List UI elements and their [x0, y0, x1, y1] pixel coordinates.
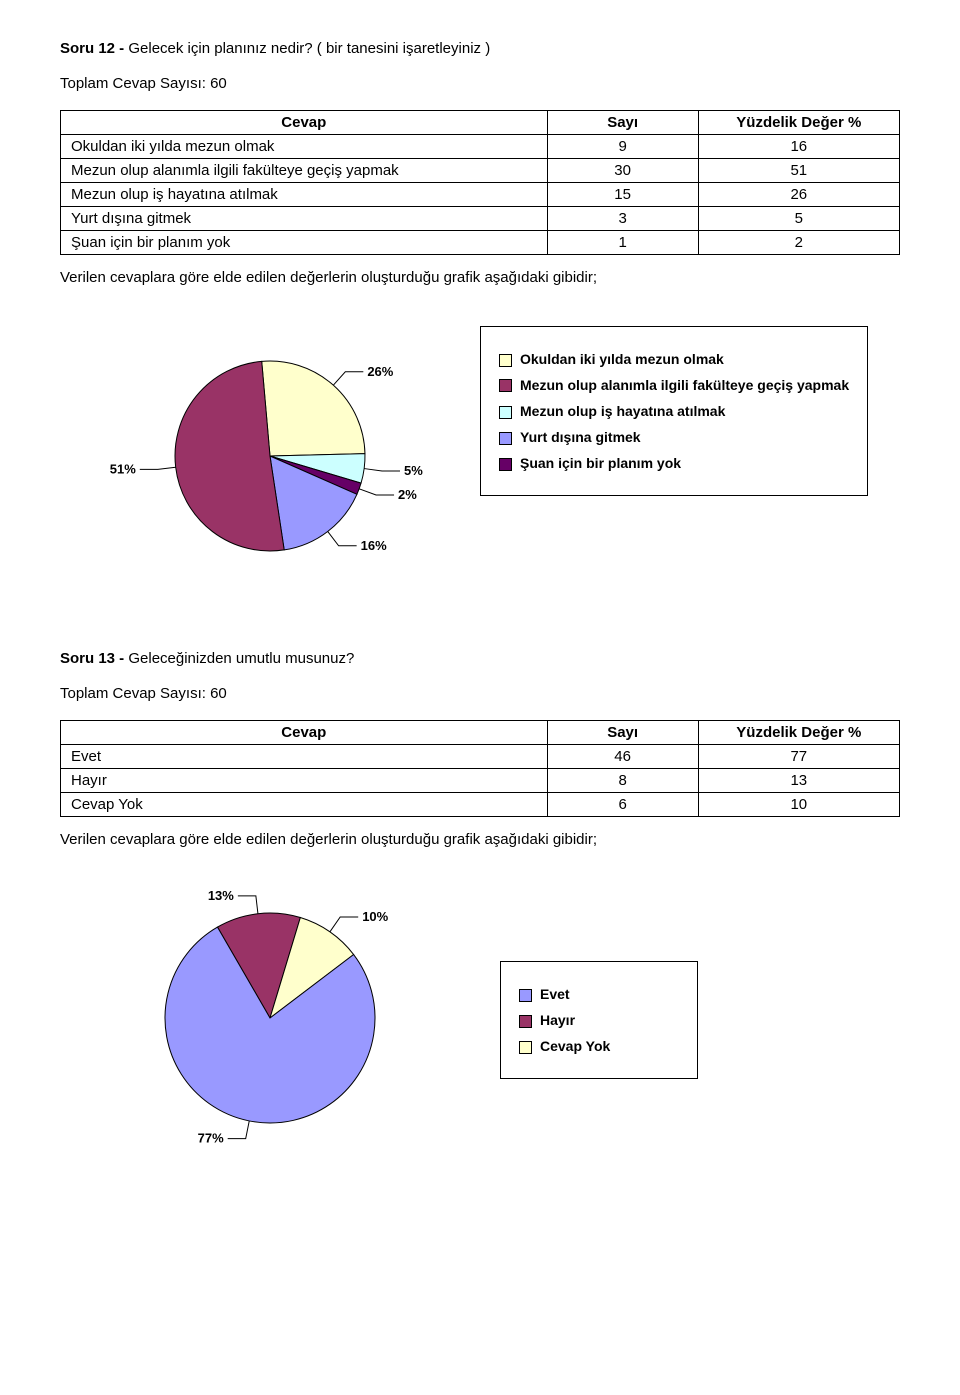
legend-text: Şuan için bir planım yok [520, 455, 681, 471]
cell-pct: 13 [698, 769, 899, 793]
table-row: Mezun olup iş hayatına atılmak1526 [61, 183, 900, 207]
table-row: Cevap Yok610 [61, 793, 900, 817]
legend-text: Okuldan iki yılda mezun olmak [520, 351, 724, 367]
cell-label: Okuldan iki yılda mezun olmak [61, 135, 548, 159]
table-row: Şuan için bir planım yok12 [61, 231, 900, 255]
cell-pct: 2 [698, 231, 899, 255]
swatch-icon [499, 458, 512, 471]
cell-label: Mezun olup iş hayatına atılmak [61, 183, 548, 207]
q12-th-yuzde: Yüzdelik Değer % [698, 111, 899, 135]
swatch-icon [499, 379, 512, 392]
cell-count: 46 [547, 745, 698, 769]
q13-pie-svg: 13% 10% 77% [100, 888, 460, 1148]
cell-count: 9 [547, 135, 698, 159]
cell-count: 1 [547, 231, 698, 255]
q13-table: Cevap Sayı Yüzdelik Değer % Evet4677 Hay… [60, 720, 900, 817]
table-row: Yurt dışına gitmek35 [61, 207, 900, 231]
legend-item: Şuan için bir planım yok [499, 455, 849, 471]
legend-item: Hayır [519, 1012, 679, 1028]
cell-count: 3 [547, 207, 698, 231]
cell-pct: 10 [698, 793, 899, 817]
q13-legend: Evet Hayır Cevap Yok [500, 961, 698, 1079]
q12-pie: 26% 5% 2% 16% 51% [100, 326, 440, 590]
swatch-icon [519, 1015, 532, 1028]
q12-total: Toplam Cevap Sayısı: 60 [60, 75, 900, 92]
svg-text:5%: 5% [404, 463, 423, 478]
q13-title-text: Geleceğinizden umutlu musunuz? [128, 650, 354, 667]
cell-label: Mezun olup alanımla ilgili fakülteye geç… [61, 159, 548, 183]
cell-label: Evet [61, 745, 548, 769]
q12-pie-svg: 26% 5% 2% 16% 51% [100, 326, 440, 586]
swatch-icon [499, 432, 512, 445]
svg-text:13%: 13% [208, 888, 234, 903]
legend-text: Evet [540, 986, 570, 1002]
svg-text:26%: 26% [367, 364, 393, 379]
legend-item: Evet [519, 986, 679, 1002]
q12-title-prefix: Soru 12 - [60, 40, 128, 57]
swatch-icon [519, 989, 532, 1002]
table-row: Okuldan iki yılda mezun olmak916 [61, 135, 900, 159]
q13-th-yuzde: Yüzdelik Değer % [698, 721, 899, 745]
cell-count: 15 [547, 183, 698, 207]
swatch-icon [519, 1041, 532, 1054]
legend-item: Mezun olup iş hayatına atılmak [499, 403, 849, 419]
swatch-icon [499, 406, 512, 419]
legend-text: Cevap Yok [540, 1038, 610, 1054]
q12-title-text: Gelecek için planınız nedir? ( bir tanes… [128, 40, 490, 57]
q12-title: Soru 12 - Gelecek için planınız nedir? (… [60, 40, 900, 57]
cell-label: Hayır [61, 769, 548, 793]
swatch-icon [499, 354, 512, 367]
legend-text: Mezun olup alanımla ilgili fakülteye geç… [520, 377, 849, 393]
svg-text:51%: 51% [110, 461, 136, 476]
cell-label: Şuan için bir planım yok [61, 231, 548, 255]
q13-chart-block: 13% 10% 77% Evet Hayır Cevap Yok [100, 888, 900, 1152]
q13-total: Toplam Cevap Sayısı: 60 [60, 685, 900, 702]
cell-pct: 51 [698, 159, 899, 183]
q12-th-sayi: Sayı [547, 111, 698, 135]
legend-text: Hayır [540, 1012, 575, 1028]
legend-item: Okuldan iki yılda mezun olmak [499, 351, 849, 367]
cell-pct: 16 [698, 135, 899, 159]
q12-caption: Verilen cevaplara göre elde edilen değer… [60, 269, 900, 286]
legend-item: Yurt dışına gitmek [499, 429, 849, 445]
q13-pie: 13% 10% 77% [100, 888, 460, 1152]
q12-legend: Okuldan iki yılda mezun olmak Mezun olup… [480, 326, 868, 496]
table-row: Evet4677 [61, 745, 900, 769]
q13-title: Soru 13 - Geleceğinizden umutlu musunuz? [60, 650, 900, 667]
legend-item: Mezun olup alanımla ilgili fakülteye geç… [499, 377, 849, 393]
svg-text:10%: 10% [362, 909, 388, 924]
table-row: Hayır813 [61, 769, 900, 793]
q13-caption: Verilen cevaplara göre elde edilen değer… [60, 831, 900, 848]
q12-table: Cevap Sayı Yüzdelik Değer % Okuldan iki … [60, 110, 900, 255]
cell-pct: 5 [698, 207, 899, 231]
q13-title-prefix: Soru 13 - [60, 650, 128, 667]
q13-th-sayi: Sayı [547, 721, 698, 745]
svg-text:16%: 16% [361, 538, 387, 553]
q12-th-cevap: Cevap [61, 111, 548, 135]
cell-count: 30 [547, 159, 698, 183]
q12-chart-block: 26% 5% 2% 16% 51% Okuldan iki yılda mezun ol… [100, 326, 900, 590]
table-row: Mezun olup alanımla ilgili fakülteye geç… [61, 159, 900, 183]
legend-text: Mezun olup iş hayatına atılmak [520, 403, 725, 419]
legend-text: Yurt dışına gitmek [520, 429, 641, 445]
svg-text:2%: 2% [398, 487, 417, 502]
cell-count: 8 [547, 769, 698, 793]
cell-count: 6 [547, 793, 698, 817]
legend-item: Cevap Yok [519, 1038, 679, 1054]
cell-label: Cevap Yok [61, 793, 548, 817]
cell-label: Yurt dışına gitmek [61, 207, 548, 231]
svg-text:77%: 77% [198, 1131, 224, 1146]
cell-pct: 26 [698, 183, 899, 207]
q13-th-cevap: Cevap [61, 721, 548, 745]
cell-pct: 77 [698, 745, 899, 769]
